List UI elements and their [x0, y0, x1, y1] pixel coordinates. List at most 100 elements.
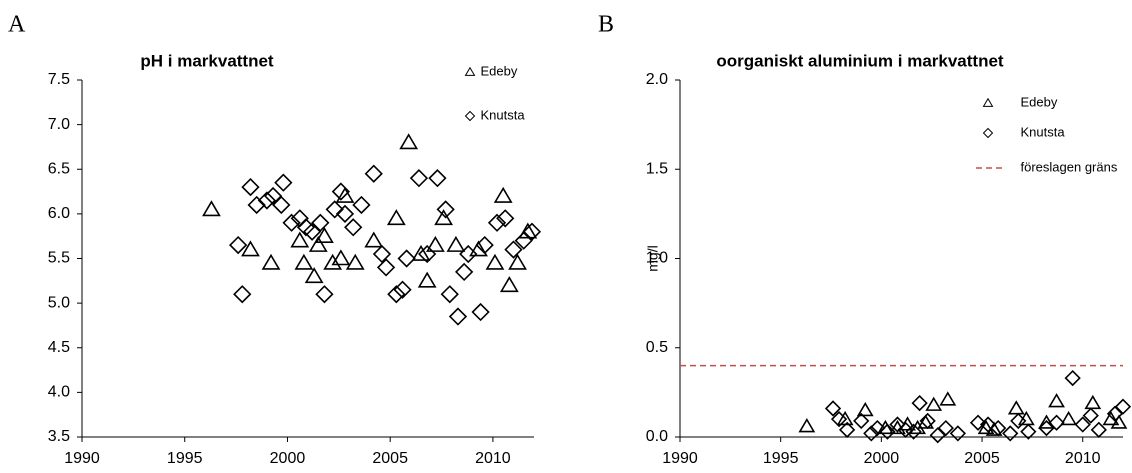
data-point	[493, 186, 513, 203]
legend-marker	[464, 66, 476, 76]
panel-label: A	[8, 12, 26, 38]
data-point	[311, 213, 330, 232]
data-point	[261, 253, 281, 270]
chart-title: oorganiskt aluminium i markvattnet	[716, 51, 1004, 70]
data-point	[386, 209, 406, 226]
data-point	[1048, 393, 1065, 408]
data-point	[839, 421, 856, 438]
data-point	[241, 240, 260, 257]
data-point	[344, 218, 363, 237]
data-point	[937, 419, 954, 437]
data-point	[1007, 400, 1025, 415]
data-point	[434, 209, 453, 226]
data-point	[496, 209, 515, 228]
data-point	[1102, 410, 1120, 426]
x-tick-label: 2000	[864, 450, 900, 467]
data-point	[418, 244, 437, 264]
data-point	[263, 186, 283, 206]
data-point	[302, 222, 322, 241]
x-tick-label: 1990	[662, 450, 698, 467]
data-point	[1038, 419, 1055, 437]
data-point	[939, 391, 957, 406]
data-point	[274, 173, 293, 192]
legend-label: Knutsta	[481, 107, 526, 122]
x-tick-label: 1990	[64, 450, 100, 467]
y-tick-label: 1.5	[646, 160, 668, 177]
data-point	[257, 191, 277, 210]
x-tick-label: 1995	[167, 450, 203, 467]
data-point	[455, 262, 474, 282]
data-point	[889, 416, 906, 433]
legend-label: Edeby	[481, 63, 518, 78]
data-point	[508, 253, 527, 270]
data-point	[411, 244, 431, 261]
data-point	[397, 249, 416, 268]
data-point	[1048, 414, 1065, 431]
data-point	[323, 253, 343, 270]
y-tick-label: 5.0	[48, 294, 70, 311]
y-tick-label: 0.5	[646, 339, 668, 356]
data-point	[905, 423, 922, 440]
data-point	[487, 213, 507, 232]
data-point	[911, 394, 928, 412]
data-point	[282, 213, 301, 232]
data-point	[233, 285, 252, 304]
data-point	[331, 182, 351, 201]
data-point	[331, 249, 351, 266]
data-point	[824, 400, 842, 417]
data-point	[409, 169, 429, 188]
data-point	[446, 235, 466, 252]
data-point	[485, 253, 505, 270]
data-point	[247, 195, 266, 215]
data-point	[308, 235, 328, 252]
y-tick-label: 4.0	[48, 384, 70, 401]
data-point	[372, 244, 392, 264]
data-point	[387, 285, 406, 304]
data-point	[448, 307, 468, 326]
data-point	[272, 195, 291, 215]
data-point	[425, 235, 445, 252]
data-point	[241, 177, 260, 197]
data-point	[345, 253, 365, 270]
y-tick-label: 5.5	[48, 250, 70, 267]
legend-label: Edeby	[1021, 94, 1058, 109]
data-point	[335, 186, 355, 203]
data-point	[417, 271, 437, 288]
data-point	[949, 425, 967, 442]
data-point	[1110, 414, 1128, 429]
data-point	[830, 411, 848, 428]
y-tick-label: 3.5	[48, 428, 70, 445]
data-point	[1002, 425, 1019, 442]
data-point	[863, 425, 880, 442]
data-point	[919, 412, 936, 430]
data-point	[229, 235, 248, 255]
data-point	[335, 204, 355, 224]
x-tick-label: 2005	[372, 450, 408, 467]
data-point	[969, 414, 987, 431]
data-point	[1084, 394, 1102, 410]
data-point	[304, 267, 324, 284]
data-point	[925, 396, 943, 411]
legend-marker	[982, 127, 994, 139]
panel-label: B	[598, 12, 614, 38]
y-tick-label: 7.5	[48, 71, 70, 88]
x-tick-label: 2010	[475, 450, 511, 467]
x-tick-label: 2010	[1065, 450, 1101, 467]
y-tick-label: 6.0	[48, 205, 70, 222]
data-point	[376, 258, 396, 277]
data-point	[469, 240, 488, 257]
data-point	[1114, 398, 1132, 415]
data-point	[499, 276, 519, 293]
data-point	[294, 253, 314, 270]
y-tick-label: 4.5	[48, 339, 70, 356]
data-point	[364, 164, 383, 183]
legend-marker	[982, 97, 994, 107]
data-point	[325, 200, 344, 219]
data-point	[869, 419, 886, 437]
data-point	[352, 195, 371, 215]
y-tick-label: 1.0	[646, 250, 668, 267]
data-point	[1082, 407, 1099, 424]
data-point	[202, 200, 221, 217]
y-axis-label: mg/l	[645, 245, 661, 271]
